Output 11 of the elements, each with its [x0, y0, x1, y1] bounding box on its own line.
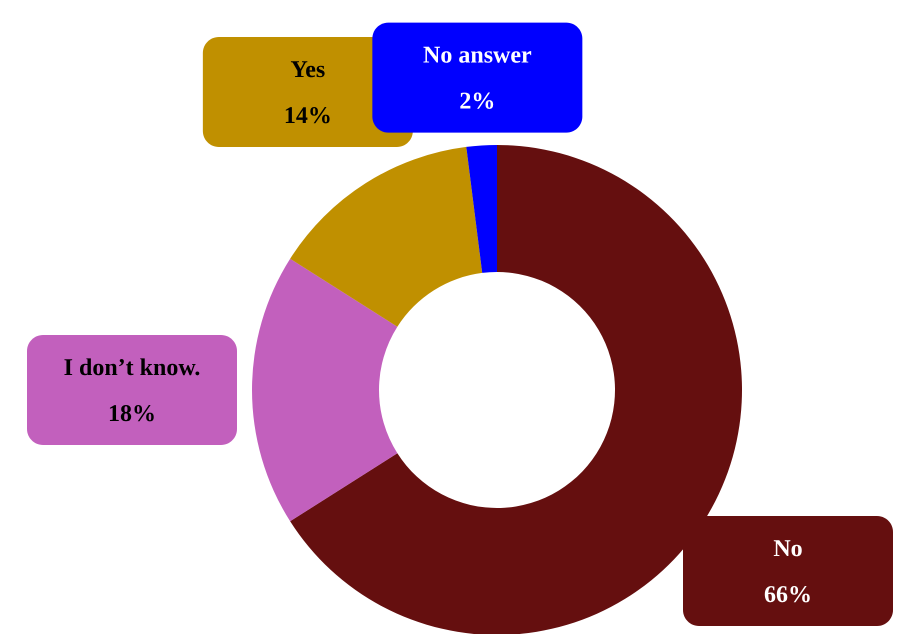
donut-slice	[290, 146, 482, 327]
data-label: 2%	[459, 88, 496, 115]
slice-label: Yes	[290, 56, 326, 83]
slice-label: No	[773, 536, 803, 562]
slice-label: I don’t know.	[64, 355, 200, 381]
data-label: 18%	[108, 401, 156, 427]
data-label: 14%	[284, 102, 332, 129]
donut-slice	[252, 258, 398, 522]
data-label: 66%	[764, 582, 812, 608]
slice-label: No answer	[423, 42, 532, 69]
donut-slice	[466, 145, 497, 273]
